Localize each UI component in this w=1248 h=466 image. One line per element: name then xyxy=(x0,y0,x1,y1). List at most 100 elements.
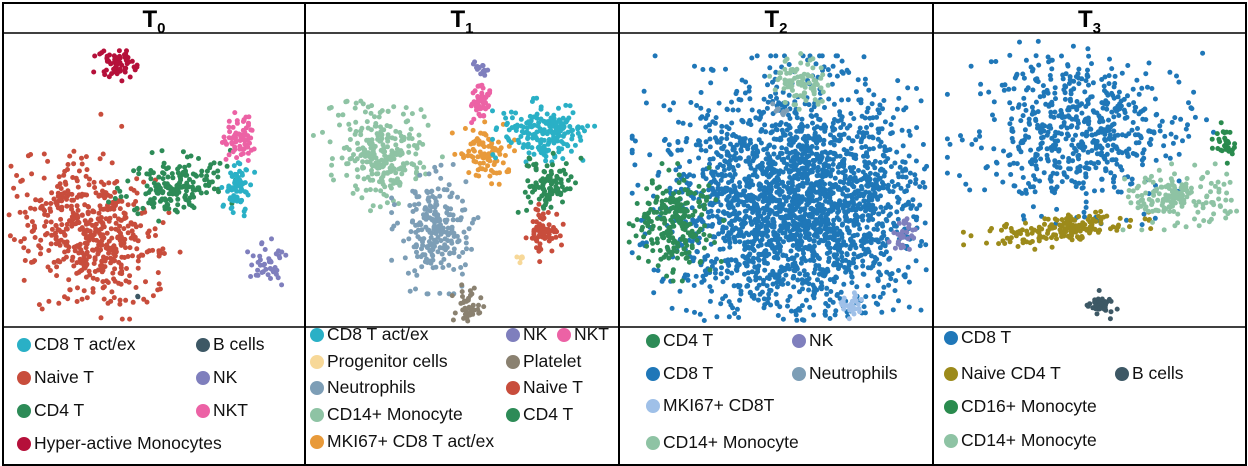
scatter-point xyxy=(761,305,767,311)
scatter-point xyxy=(175,202,181,208)
scatter-point xyxy=(816,263,822,269)
scatter-point xyxy=(807,186,813,192)
scatter-point xyxy=(807,236,813,242)
scatter-point xyxy=(417,160,423,166)
scatter-point xyxy=(579,125,585,131)
scatter-point xyxy=(703,148,709,154)
scatter-point xyxy=(535,207,541,213)
scatter-point xyxy=(675,161,681,167)
scatter-point xyxy=(905,236,911,242)
scatter-point xyxy=(63,242,69,248)
scatter-point xyxy=(1106,117,1111,123)
scatter-point xyxy=(777,189,783,195)
scatter-point xyxy=(718,154,724,159)
scatter-point xyxy=(860,169,866,175)
scatter-point xyxy=(160,246,166,252)
scatter-point xyxy=(140,205,146,211)
scatter-point xyxy=(496,139,501,145)
scatter-point xyxy=(355,140,360,146)
scatter-point xyxy=(82,240,88,246)
scatter-point xyxy=(360,164,366,170)
scatter-point xyxy=(65,167,70,172)
scatter-point xyxy=(481,113,487,119)
scatter-point xyxy=(439,251,445,257)
scatter-point xyxy=(809,114,815,119)
scatter-point xyxy=(742,260,748,266)
scatter-point xyxy=(259,270,265,275)
scatter-point xyxy=(231,163,237,169)
scatter-point xyxy=(265,272,271,278)
scatter-point xyxy=(727,157,733,163)
scatter-point xyxy=(874,114,880,120)
scatter-point xyxy=(693,273,699,279)
scatter-point xyxy=(766,291,772,297)
scatter-point xyxy=(781,195,787,201)
scatter-point xyxy=(215,174,221,180)
scatter-point xyxy=(248,274,254,279)
scatter-point xyxy=(901,203,906,209)
scatter-point xyxy=(497,151,503,157)
scatter-point xyxy=(692,208,698,214)
scatter-point xyxy=(165,185,171,191)
scatter-point xyxy=(268,259,274,265)
scatter-point xyxy=(859,113,865,119)
scatter-point xyxy=(810,136,816,142)
scatter-point xyxy=(831,135,837,140)
scatter-point xyxy=(764,172,770,178)
scatter-point xyxy=(811,126,817,132)
scatter-point xyxy=(763,129,769,135)
scatter-point xyxy=(106,58,112,64)
scatter-point xyxy=(41,151,47,157)
scatter-point xyxy=(850,233,856,239)
scatter-point xyxy=(379,157,385,163)
scatter-point xyxy=(551,140,557,146)
scatter-point xyxy=(135,258,141,264)
scatter-point xyxy=(744,179,750,185)
scatter-point xyxy=(780,130,786,136)
scatter-point xyxy=(457,217,463,223)
scatter-point xyxy=(466,226,472,232)
scatter-point xyxy=(364,119,370,125)
scatter-point xyxy=(722,158,728,164)
scatter-point xyxy=(828,199,834,204)
scatter-point xyxy=(737,184,743,190)
scatter-point xyxy=(1059,53,1064,59)
scatter-point xyxy=(662,220,668,226)
scatter-point xyxy=(791,167,797,172)
scatter-point xyxy=(1134,77,1140,83)
scatter-point xyxy=(403,119,409,125)
scatter-point xyxy=(183,192,188,198)
scatter-point xyxy=(655,216,660,221)
scatter-point xyxy=(668,199,674,205)
scatter-point xyxy=(724,107,730,113)
scatter-point xyxy=(865,183,871,189)
scatter-point xyxy=(922,184,928,190)
scatter-point xyxy=(737,283,743,289)
scatter-point xyxy=(226,152,232,158)
scatter-point xyxy=(802,220,808,225)
scatter-point xyxy=(758,231,764,236)
scatter-point xyxy=(370,151,376,157)
scatter-point xyxy=(782,58,788,64)
scatter-point xyxy=(875,301,881,307)
scatter-point xyxy=(341,145,347,151)
scatter-point xyxy=(910,197,916,203)
scatter-point xyxy=(373,163,379,169)
scatter-point xyxy=(86,268,92,274)
scatter-point xyxy=(489,181,495,187)
scatter-point xyxy=(806,102,812,108)
scatter-point xyxy=(900,234,906,240)
scatter-point xyxy=(709,288,715,294)
scatter-point xyxy=(821,141,826,147)
scatter-point xyxy=(641,88,647,94)
scatter-point xyxy=(570,133,575,138)
scatter-point xyxy=(795,277,801,283)
scatter-point xyxy=(226,135,232,141)
scatter-point xyxy=(831,276,836,282)
scatter-point xyxy=(811,284,817,290)
scatter-point xyxy=(367,177,373,183)
scatter-point xyxy=(528,199,534,205)
scatter-point xyxy=(592,123,598,129)
scatter-point xyxy=(412,268,418,274)
scatter-point xyxy=(550,162,555,168)
